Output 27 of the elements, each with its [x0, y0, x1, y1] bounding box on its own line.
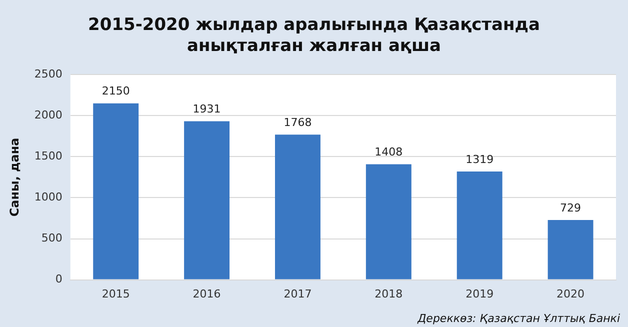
data-label: 2150 [102, 84, 130, 98]
y-tick-label: 0 [55, 272, 62, 286]
x-tick-label: 2020 [556, 287, 585, 300]
x-tick-label: 2019 [466, 287, 494, 300]
x-tick-label: 2017 [284, 287, 312, 300]
y-tick-label: 2000 [34, 108, 62, 122]
bar [548, 220, 594, 280]
data-label: 1768 [284, 116, 312, 130]
x-tick-label: 2015 [102, 287, 130, 300]
bar [93, 103, 139, 280]
data-label: 1408 [374, 146, 403, 159]
y-tick-label: 500 [41, 232, 62, 245]
x-tick-label: 2016 [192, 287, 221, 300]
y-axis-title: Саны, дана [7, 138, 22, 217]
data-label: 1319 [466, 152, 494, 166]
chart-title: 2015-2020 жылдар аралығында Қазақстанда анықталған жалған ақша [87, 15, 541, 57]
text: Дереккөз: Қазақстан Ұлттық Банкі [418, 312, 620, 325]
bar [184, 121, 230, 280]
y-tick-label: 2500 [34, 67, 62, 80]
y-tick-label: 1000 [34, 190, 62, 204]
bar [274, 134, 320, 280]
bar [456, 172, 502, 280]
data-label: 729 [560, 201, 582, 214]
bar [366, 164, 412, 280]
data-label: 1931 [192, 102, 221, 116]
y-tick-label: 1500 [34, 150, 62, 163]
x-tick-label: 2018 [374, 287, 403, 300]
